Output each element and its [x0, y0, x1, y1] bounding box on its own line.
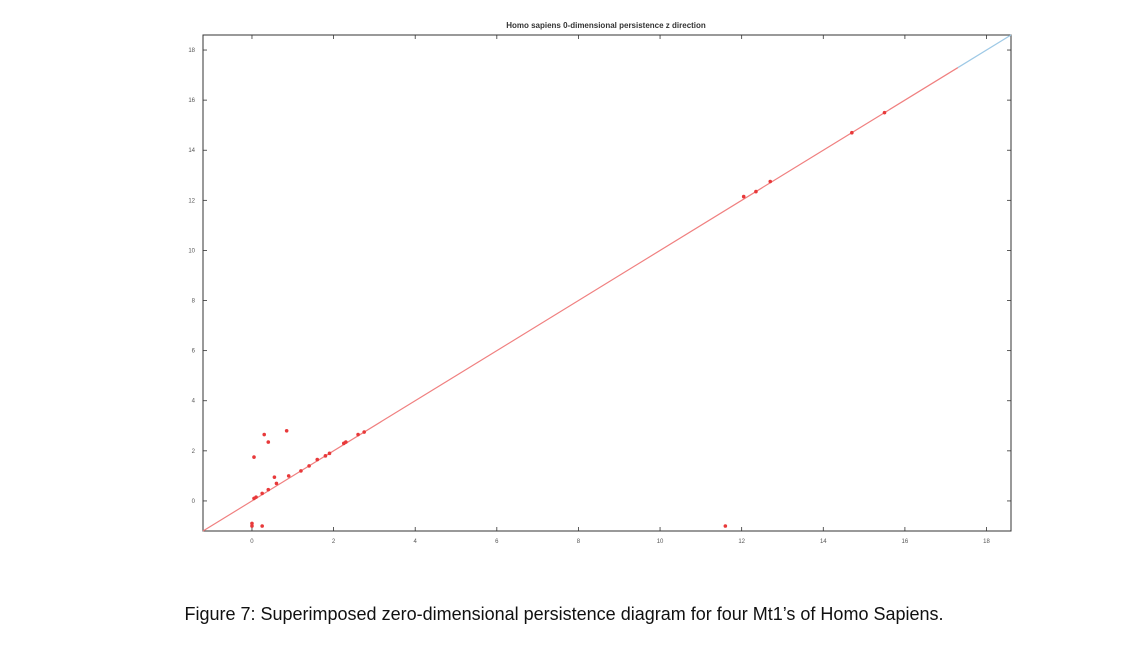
scatter-point	[286, 474, 291, 478]
scatter-point	[327, 451, 332, 456]
scatter-point	[260, 524, 264, 528]
scatter-point	[272, 475, 277, 479]
scatter-point	[252, 455, 256, 459]
scatter-point	[250, 521, 254, 526]
figure-caption: Figure 7: Superimposed zero-dimensional …	[184, 604, 944, 624]
scatter-point	[741, 194, 746, 199]
diagonal-main-segment	[202, 67, 959, 532]
x-tick-label: 10	[657, 539, 664, 545]
scatter-point	[274, 481, 279, 486]
y-tick-label: 8	[192, 299, 196, 305]
y-tick-label: 10	[188, 248, 195, 254]
scatter-point	[315, 457, 320, 462]
x-tick-label: 12	[738, 539, 745, 545]
plot-frame	[202, 34, 1012, 532]
scatter-point	[266, 487, 271, 492]
y-tick-label: 4	[192, 399, 196, 405]
diagonal-end-segment	[957, 34, 1012, 69]
x-tick-label: 16	[902, 539, 909, 545]
scatter-point	[266, 440, 271, 444]
x-tick-label: 18	[983, 539, 990, 545]
scatter-point	[344, 440, 348, 444]
x-tick-label: 6	[495, 539, 499, 545]
scatter-point	[768, 179, 773, 184]
y-tick-label: 18	[188, 48, 195, 54]
scatter-point	[262, 432, 267, 437]
scatter-points	[250, 110, 887, 528]
x-tick-label: 0	[250, 539, 254, 545]
scatter-point	[754, 189, 758, 194]
x-tick-label: 14	[820, 539, 827, 545]
scatter-point	[250, 524, 254, 528]
scatter-point	[254, 495, 258, 499]
y-tick-label: 12	[188, 198, 195, 204]
y-tick-label: 14	[188, 148, 195, 154]
y-tick-label: 6	[192, 349, 196, 355]
y-tick-label: 0	[192, 499, 196, 505]
scatter-point	[260, 491, 264, 496]
scatter-point	[323, 454, 328, 458]
x-tick-label: 2	[332, 539, 336, 545]
chart-title: Homo sapiens 0-dimensional persistence z…	[506, 21, 706, 30]
x-tick-label: 8	[577, 539, 581, 545]
scatter-point	[723, 524, 728, 528]
scatter-point	[850, 130, 854, 135]
scatter-point	[356, 432, 360, 437]
scatter-point	[284, 428, 289, 433]
scatter-point	[882, 110, 887, 115]
axis-ticks: 0 2 4 6 8 10 12 14 16 18 0 2 4 6 8 10 12 14 16 18	[188, 35, 1011, 545]
scatter-point	[299, 469, 303, 473]
x-tick-label: 4	[414, 539, 418, 545]
y-tick-label: 2	[192, 449, 196, 455]
scatter-point	[362, 430, 366, 434]
scatter-point	[307, 464, 311, 468]
y-tick-label: 16	[188, 98, 195, 104]
